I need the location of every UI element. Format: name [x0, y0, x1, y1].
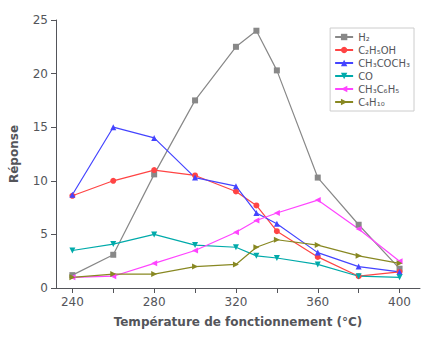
svg-text:400: 400 [388, 295, 411, 309]
svg-text:Réponse: Réponse [7, 125, 21, 183]
svg-text:CH₃COCH₃: CH₃COCH₃ [358, 58, 410, 69]
svg-text:240: 240 [61, 295, 84, 309]
svg-text:C₂H₅OH: C₂H₅OH [358, 45, 396, 56]
svg-text:20: 20 [33, 67, 48, 81]
svg-text:0: 0 [40, 281, 48, 295]
svg-text:320: 320 [225, 295, 248, 309]
svg-text:CO: CO [358, 71, 373, 82]
svg-text:25: 25 [33, 13, 48, 27]
svg-text:15: 15 [33, 120, 48, 134]
svg-text:5: 5 [40, 227, 48, 241]
svg-text:H₂: H₂ [358, 32, 370, 43]
svg-text:C₄H₁₀: C₄H₁₀ [358, 97, 385, 108]
svg-text:10: 10 [33, 174, 48, 188]
svg-text:CH₃C₆H₅: CH₃C₆H₅ [358, 84, 399, 95]
svg-text:Température de fonctionnement: Température de fonctionnement (°C) [114, 315, 363, 329]
svg-text:280: 280 [143, 295, 166, 309]
svg-text:360: 360 [306, 295, 329, 309]
